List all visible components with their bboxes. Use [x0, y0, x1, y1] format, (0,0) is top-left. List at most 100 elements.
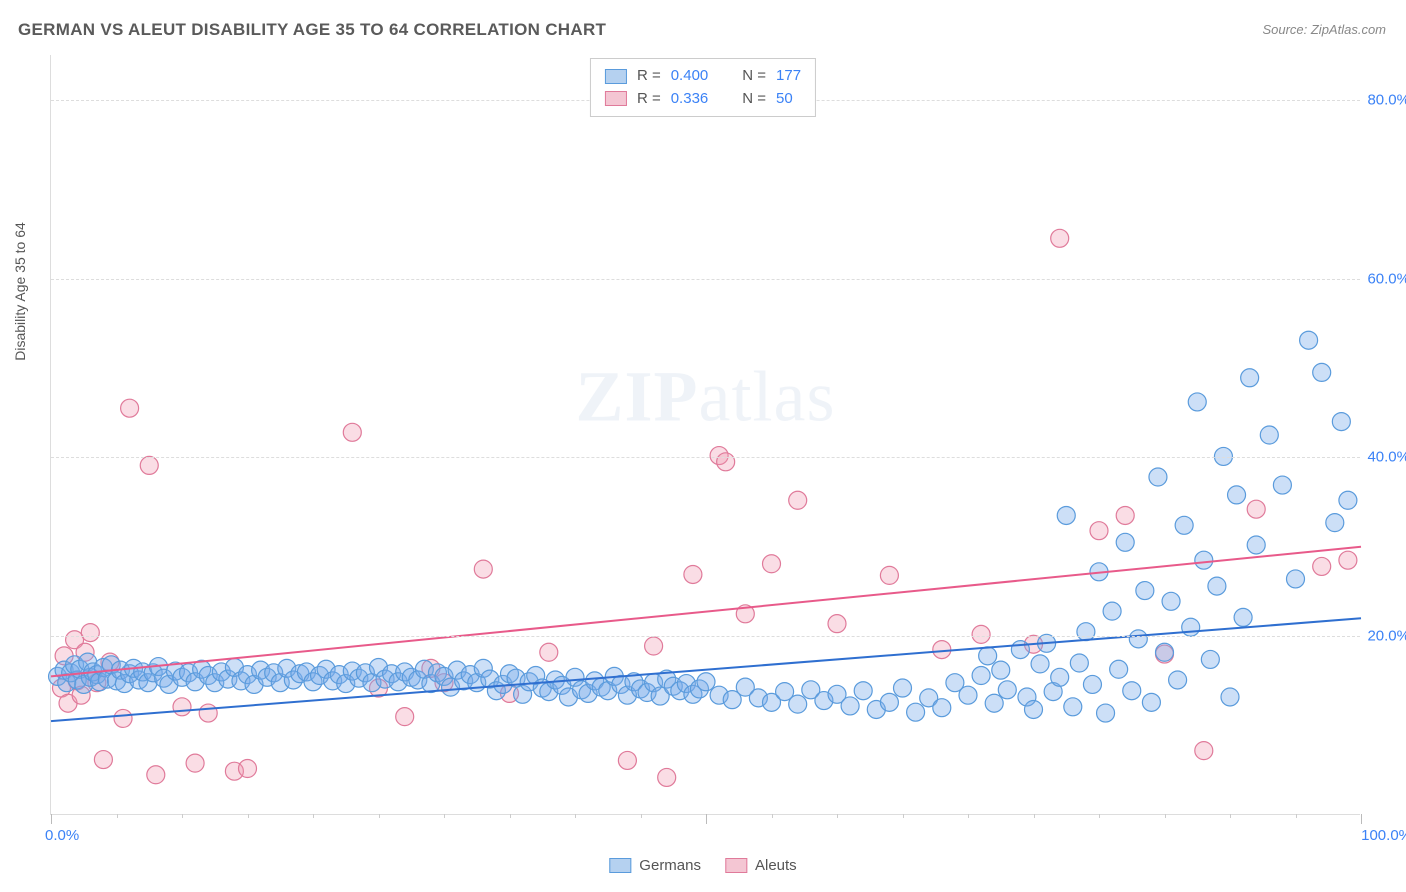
scatter-point — [841, 697, 859, 715]
scatter-point — [979, 647, 997, 665]
scatter-point — [94, 751, 112, 769]
scatter-svg — [51, 55, 1360, 814]
x-tick-minor — [379, 814, 380, 818]
x-tick-major — [706, 814, 707, 824]
scatter-point — [1169, 671, 1187, 689]
scatter-point — [1025, 700, 1043, 718]
scatter-point — [1221, 688, 1239, 706]
scatter-point — [1097, 704, 1115, 722]
scatter-point — [147, 766, 165, 784]
scatter-point — [1077, 623, 1095, 641]
plot-area: ZIPatlas 20.0%40.0%60.0%80.0%0.0%100.0% — [50, 55, 1360, 815]
scatter-point — [1273, 476, 1291, 494]
x-tick-minor — [510, 814, 511, 818]
scatter-point — [1090, 522, 1108, 540]
scatter-point — [618, 751, 636, 769]
legend-n-label: N = — [742, 88, 766, 111]
scatter-point — [985, 694, 1003, 712]
series-legend-item: Aleuts — [725, 857, 797, 874]
scatter-point — [907, 703, 925, 721]
legend-row: R =0.336N =50 — [605, 88, 801, 111]
scatter-point — [1162, 592, 1180, 610]
scatter-point — [1064, 698, 1082, 716]
x-tick-minor — [1165, 814, 1166, 818]
scatter-point — [1228, 486, 1246, 504]
scatter-point — [1136, 582, 1154, 600]
scatter-point — [1116, 506, 1134, 524]
x-tick-minor — [313, 814, 314, 818]
scatter-point — [1149, 468, 1167, 486]
scatter-point — [998, 681, 1016, 699]
scatter-point — [1300, 331, 1318, 349]
scatter-point — [1339, 491, 1357, 509]
legend-r-value: 0.336 — [671, 88, 709, 111]
scatter-point — [1326, 514, 1344, 532]
scatter-point — [1051, 668, 1069, 686]
x-tick-major — [51, 814, 52, 824]
scatter-point — [697, 673, 715, 691]
scatter-point — [880, 693, 898, 711]
x-tick-minor — [903, 814, 904, 818]
scatter-point — [239, 760, 257, 778]
series-legend-label: Germans — [639, 857, 701, 874]
y-axis-title: Disability Age 35 to 64 — [12, 222, 28, 361]
y-tick-label: 80.0% — [1367, 91, 1406, 108]
scatter-point — [1260, 426, 1278, 444]
legend-swatch — [609, 858, 631, 873]
x-tick-minor — [248, 814, 249, 818]
scatter-point — [114, 709, 132, 727]
scatter-point — [763, 555, 781, 573]
scatter-point — [1123, 682, 1141, 700]
scatter-point — [684, 565, 702, 583]
series-legend-label: Aleuts — [755, 857, 797, 874]
scatter-point — [1287, 570, 1305, 588]
scatter-point — [992, 661, 1010, 679]
legend-n-value: 177 — [776, 65, 801, 88]
legend-r-value: 0.400 — [671, 65, 709, 88]
scatter-point — [199, 704, 217, 722]
scatter-point — [1031, 655, 1049, 673]
scatter-point — [343, 423, 361, 441]
scatter-point — [1070, 654, 1088, 672]
scatter-point — [1195, 742, 1213, 760]
legend-swatch — [605, 69, 627, 84]
x-start-label: 0.0% — [45, 827, 79, 844]
x-tick-minor — [182, 814, 183, 818]
legend-row: R =0.400N =177 — [605, 65, 801, 88]
scatter-point — [894, 679, 912, 697]
x-tick-minor — [1296, 814, 1297, 818]
chart-title: GERMAN VS ALEUT DISABILITY AGE 35 TO 64 … — [18, 20, 606, 40]
scatter-point — [1156, 643, 1174, 661]
scatter-point — [880, 566, 898, 584]
scatter-point — [1247, 536, 1265, 554]
chart-container: GERMAN VS ALEUT DISABILITY AGE 35 TO 64 … — [0, 0, 1406, 892]
correlation-legend: R =0.400N =177R =0.336N =50 — [590, 58, 816, 117]
scatter-point — [1057, 506, 1075, 524]
x-end-label: 100.0% — [1361, 827, 1406, 844]
scatter-point — [933, 641, 951, 659]
scatter-point — [717, 453, 735, 471]
scatter-point — [1195, 551, 1213, 569]
x-tick-minor — [837, 814, 838, 818]
scatter-point — [658, 768, 676, 786]
x-tick-minor — [772, 814, 773, 818]
scatter-point — [173, 698, 191, 716]
gridline-h — [51, 636, 1360, 637]
scatter-point — [789, 491, 807, 509]
x-tick-minor — [1230, 814, 1231, 818]
y-tick-label: 20.0% — [1367, 628, 1406, 645]
scatter-point — [121, 399, 139, 417]
x-tick-minor — [641, 814, 642, 818]
x-tick-minor — [117, 814, 118, 818]
scatter-point — [1332, 413, 1350, 431]
scatter-point — [396, 708, 414, 726]
scatter-point — [1175, 516, 1193, 534]
scatter-point — [1083, 675, 1101, 693]
scatter-point — [1110, 660, 1128, 678]
scatter-point — [1182, 618, 1200, 636]
scatter-point — [972, 625, 990, 643]
series-legend: Germans Aleuts — [609, 857, 796, 874]
legend-r-label: R = — [637, 65, 661, 88]
scatter-point — [645, 637, 663, 655]
scatter-point — [959, 686, 977, 704]
